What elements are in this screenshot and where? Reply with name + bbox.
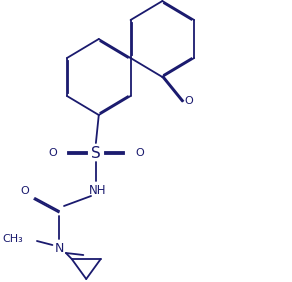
Text: O: O [135,148,144,158]
Text: S: S [91,146,101,160]
Text: O: O [20,186,29,196]
Text: N: N [55,243,64,255]
Text: O: O [185,96,193,105]
Text: NH: NH [89,184,107,197]
Text: CH₃: CH₃ [3,234,23,244]
Text: O: O [48,148,57,158]
